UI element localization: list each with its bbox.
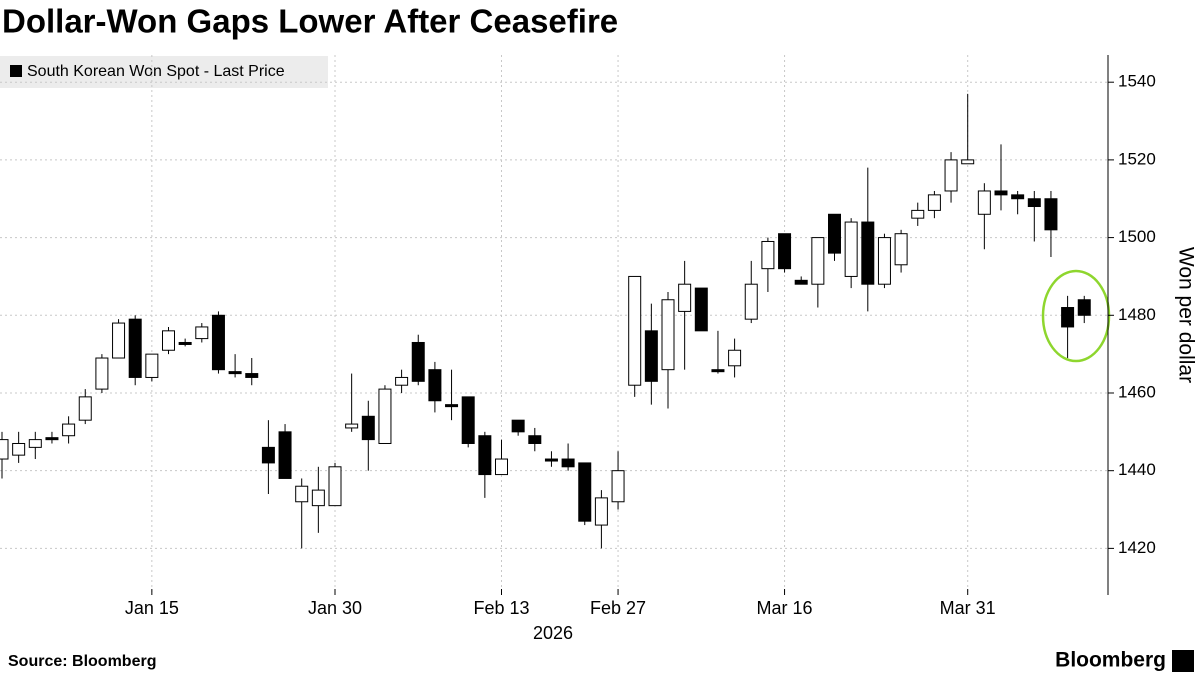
candle-body [761,240,775,270]
candle-body [1044,198,1058,231]
y-tick-label: 1540 [1118,72,1156,91]
candle-body [12,442,26,456]
candle-body [62,423,76,437]
x-tick-label: Jan 15 [125,598,179,618]
y-tick-label: 1520 [1118,149,1156,168]
candle-body [1027,198,1041,208]
legend-box [0,56,328,88]
highlight-ellipse [1041,269,1111,363]
candle-body [78,396,92,421]
candle-body [261,446,275,464]
candle-body [561,458,575,468]
candle-body [894,233,908,266]
candle-body [678,283,692,312]
candle-body [411,341,425,382]
candle-body [977,190,991,215]
brand-icon [1172,650,1194,672]
candle-body [927,194,941,211]
candle-body [395,376,409,386]
candle-body [95,357,109,390]
candle-body [228,371,242,375]
candle-body [1077,299,1091,316]
candle-body [0,439,9,460]
candle-body [711,369,725,373]
candle-body [1061,307,1075,328]
y-tick-label: 1440 [1118,460,1156,479]
candle-body [961,159,975,165]
candle-body [628,275,642,386]
candle-body [528,435,542,444]
candle-body [211,314,225,371]
candle-body [728,349,742,367]
candle-body [644,330,658,382]
candle-body [278,431,292,479]
candle-body [877,237,891,285]
candle-body [594,497,608,526]
x-tick-label: Mar 16 [757,598,813,618]
candle-body [495,458,508,476]
candle-body [28,439,42,448]
candle-body [778,233,792,270]
candle-body [794,279,808,285]
candle-body [428,369,442,402]
candle-body [461,396,475,444]
legend-label: South Korean Won Spot - Last Price [27,63,285,80]
candle-body [578,462,592,522]
candle-body [112,322,126,359]
candle-body [162,330,175,351]
y-tick-label: 1480 [1118,305,1156,324]
candle-body [1011,194,1025,200]
candle-body [844,221,858,277]
y-tick-label: 1460 [1118,382,1156,401]
x-tick-label: Mar 31 [940,598,996,618]
candle-body [478,435,492,476]
candle-body [45,437,59,441]
candle-body [511,419,525,433]
candle-body [328,466,342,507]
candle-body [611,470,625,503]
candle-body [811,237,825,285]
candle-body [744,283,758,320]
candle-body [295,485,309,503]
candle-body [378,388,392,444]
candle-body [828,213,841,254]
candle-body [145,353,159,378]
candle-body [861,221,875,285]
candle-body [345,423,359,429]
candle-body [694,287,708,332]
y-axis-label: Won per dollar [1174,247,1197,383]
candle-body [245,373,259,378]
candle-body [311,489,325,507]
candle-body [994,190,1008,196]
candle-body [195,326,209,340]
candle-body [178,341,192,345]
x-sublabel: 2026 [533,623,573,643]
candle-body [361,415,375,441]
candle-body [128,318,142,378]
candle-body [544,458,558,462]
x-tick-label: Feb 27 [590,598,646,618]
candle-body [661,299,675,371]
chart-title: Dollar-Won Gaps Lower After Ceasefire [2,3,618,40]
y-tick-label: 1500 [1118,227,1156,246]
legend-swatch [10,65,22,77]
candle-body [944,159,958,192]
x-tick-label: Jan 30 [308,598,362,618]
candle-body [445,404,459,408]
candle-body [911,209,925,219]
brand: Bloomberg [1055,649,1166,672]
x-tick-label: Feb 13 [473,598,529,618]
y-tick-label: 1420 [1118,538,1156,557]
source: Source: Bloomberg [8,653,156,670]
